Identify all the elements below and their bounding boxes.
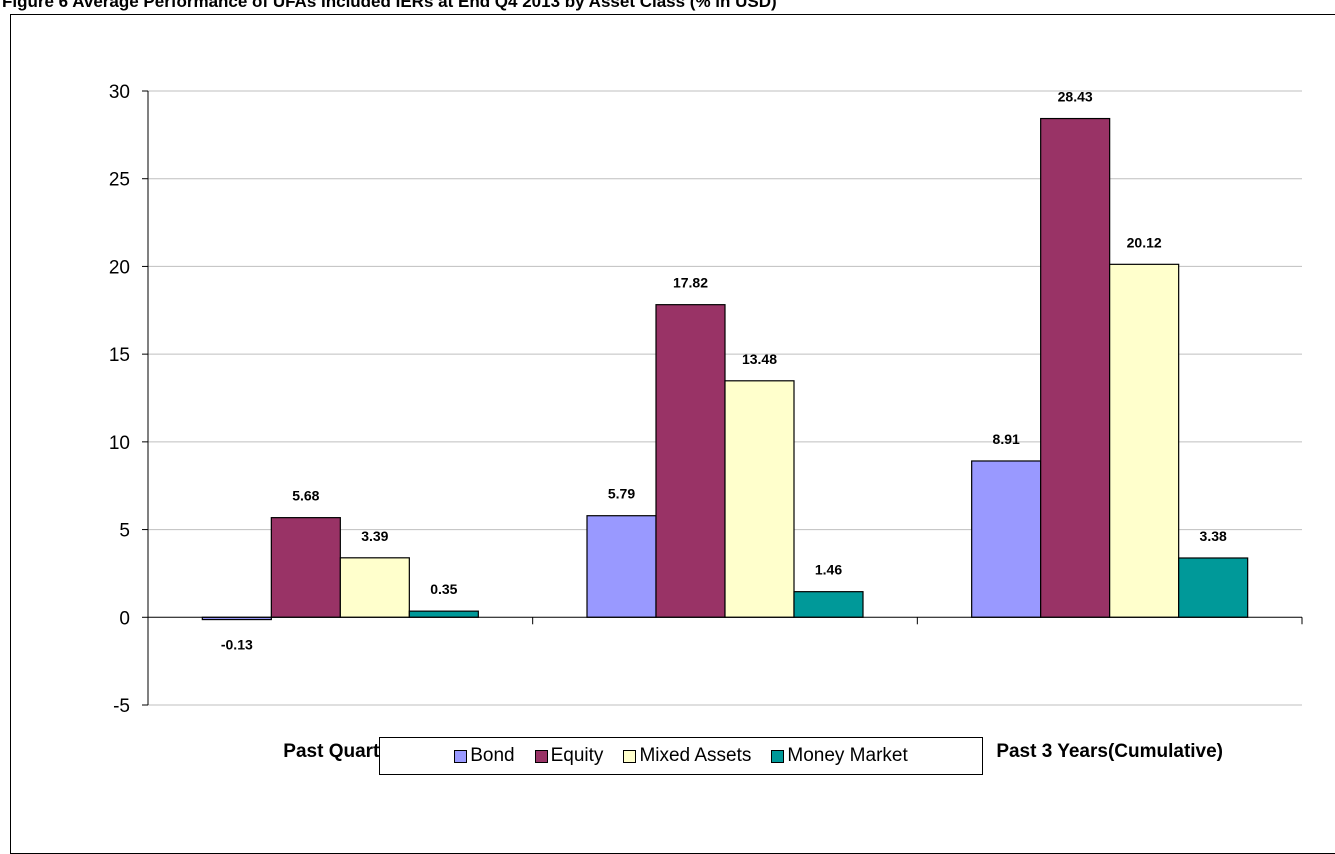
legend-swatch	[534, 749, 548, 763]
data-label: 0.35	[430, 581, 457, 597]
data-label: 13.48	[742, 351, 777, 367]
y-tick-label: 15	[109, 345, 130, 366]
data-label: 28.43	[1058, 89, 1093, 105]
legend-item: Equity	[534, 745, 604, 767]
legend-label: Equity	[550, 745, 604, 766]
bar	[408, 610, 479, 618]
bars	[201, 117, 1249, 621]
legend-label: Money Market	[787, 745, 908, 766]
legend-swatch	[623, 749, 637, 763]
y-tick-label: 0	[119, 608, 130, 629]
legend: Bond Equity Mixed Assets Money Market	[379, 737, 983, 775]
bar	[655, 304, 726, 618]
bar	[339, 557, 410, 618]
x-category-label: Past 3 Years(Cumulative)	[996, 741, 1223, 762]
bar	[1040, 117, 1111, 618]
y-tick-label: -5	[113, 696, 130, 717]
data-label: 17.82	[673, 275, 708, 291]
y-tick-label: 5	[119, 521, 130, 542]
y-tick-label: 30	[109, 82, 130, 103]
data-label: 3.39	[361, 528, 388, 544]
data-label: 1.46	[815, 562, 842, 578]
bar	[793, 591, 864, 618]
bar	[1109, 263, 1180, 618]
data-label: 5.79	[608, 486, 635, 502]
data-label: 8.91	[993, 431, 1020, 447]
y-axis: -5 0 5 10 15 20 25 30	[109, 82, 149, 717]
legend-item: Bond	[454, 745, 515, 767]
legend-swatch	[454, 749, 468, 763]
bar	[270, 517, 341, 618]
bar	[1178, 557, 1249, 618]
x-category-label: Past Quarter	[283, 741, 398, 762]
legend-item: Mixed Assets	[623, 745, 751, 767]
bar	[586, 515, 657, 618]
legend-swatch	[771, 749, 785, 763]
data-label: 3.38	[1200, 528, 1227, 544]
data-label: 5.68	[292, 488, 319, 504]
y-tick-label: 20	[109, 257, 130, 278]
data-label: -0.13	[221, 636, 253, 652]
bar	[971, 460, 1042, 618]
legend-label: Bond	[470, 745, 515, 766]
y-tick-label: 25	[109, 170, 130, 191]
data-labels: -0.13 5.68 3.39 0.35 5.79 17.82 13.48 1.46 8.91 2…	[221, 89, 1227, 653]
legend-item: Money Market	[771, 745, 908, 767]
bar	[724, 380, 795, 618]
data-label: 20.12	[1127, 234, 1162, 250]
figure-title: Figure 6 Average Performance of UFAs Inc…	[2, 0, 777, 11]
legend-label: Mixed Assets	[639, 745, 752, 766]
y-tick-label: 10	[109, 433, 130, 454]
